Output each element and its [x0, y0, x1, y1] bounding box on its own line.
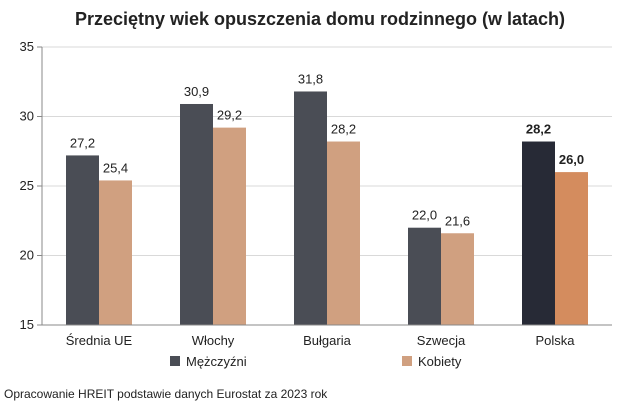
legend-swatch	[170, 356, 180, 366]
y-tick-label: 15	[20, 317, 34, 332]
data-label: 21,6	[445, 213, 470, 228]
data-label: 29,2	[217, 108, 242, 123]
data-label: 27,2	[70, 135, 95, 150]
y-axis: 15 20 25 30 35	[20, 39, 43, 332]
x-axis: Średnia UE Włochy Bułgaria Szwecja Polska	[42, 324, 612, 348]
bar-women	[99, 180, 132, 325]
x-tick-label: Średnia UE	[66, 333, 133, 348]
data-label: 22,0	[412, 208, 437, 223]
source-note: Opracowanie HREIT podstawie danych Euros…	[4, 387, 328, 401]
data-label: 30,9	[184, 84, 209, 99]
legend-label: Kobiety	[418, 354, 462, 369]
y-tick-label: 20	[20, 248, 34, 263]
x-tick-label: Bułgaria	[303, 333, 351, 348]
y-tick-label: 25	[20, 178, 34, 193]
bar-women	[327, 141, 360, 325]
data-label: 25,4	[103, 160, 128, 175]
bar-men	[408, 227, 441, 325]
bar-women	[555, 172, 588, 325]
data-label: 31,8	[298, 71, 323, 86]
chart-title: Przeciętny wiek opuszczenia domu rodzinn…	[75, 9, 565, 29]
data-label: 28,2	[331, 122, 356, 137]
legend-label: Mężczyźni	[186, 354, 247, 369]
y-tick-label: 30	[20, 109, 34, 124]
bars: 27,2 25,4 30,9 29,2 31,8 28,2 22,0 21,6 28,2 26,0	[66, 71, 588, 326]
bar-men	[180, 103, 213, 326]
x-tick-label: Włochy	[192, 333, 235, 348]
legend-swatch	[402, 356, 412, 366]
bar-men	[66, 155, 99, 325]
data-label: 28,2	[526, 122, 551, 137]
x-tick-label: Szwecja	[417, 333, 466, 348]
bar-women	[213, 127, 246, 326]
x-tick-label: Polska	[535, 333, 575, 348]
bar-men	[522, 141, 555, 325]
data-label: 26,0	[559, 152, 584, 167]
bar-women	[441, 233, 474, 325]
legend: Mężczyźni Kobiety	[170, 354, 462, 369]
y-tick-label: 35	[20, 39, 34, 54]
bar-men	[294, 91, 327, 325]
